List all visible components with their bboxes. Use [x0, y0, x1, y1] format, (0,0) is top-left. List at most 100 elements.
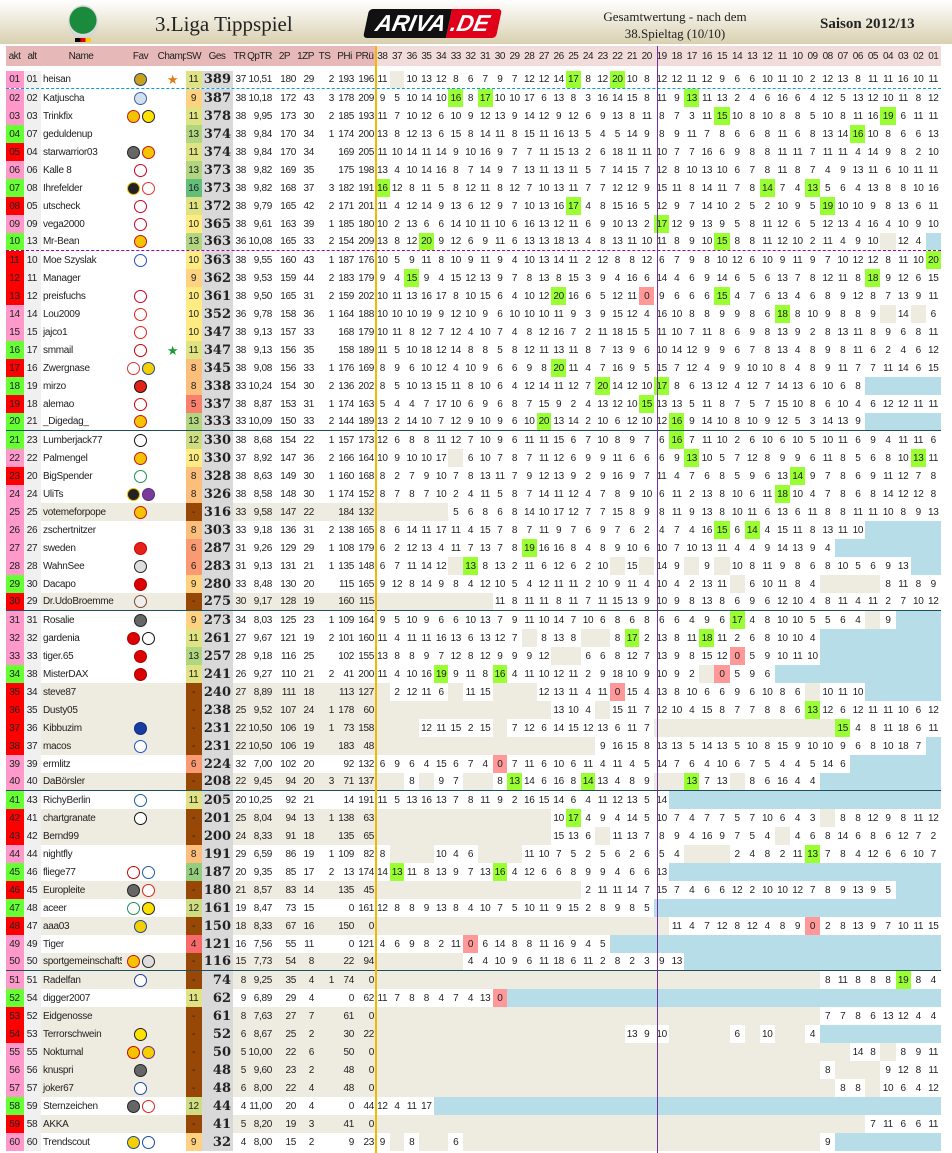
player-name[interactable]: Europleite [41, 881, 122, 899]
column-header-matchday-01[interactable]: 01 [925, 46, 941, 66]
player-name[interactable]: Katjuscha [43, 92, 85, 104]
column-header-matchday-35[interactable]: 35 [419, 46, 434, 66]
column-header-matchday-24[interactable]: 24 [580, 46, 596, 66]
column-header-2[interactable]: Name [41, 46, 122, 66]
player-name[interactable]: aceer [43, 902, 67, 914]
table-row[interactable]: 49 49 Tiger 4 121 16 7,56 55 11 0 121 4 6 9 8 2 11 0 6 14 8 8… [6, 935, 941, 953]
player-name[interactable]: Eidgenosse [41, 1007, 122, 1025]
table-row[interactable]: 56 56 knuspri -48 5 9,60 23 2 48 0 8 9 12 8 11 [6, 1061, 941, 1079]
table-row[interactable]: 10 13 Mr-Bean 13 363 36 10,08 165 33 2 154 209 13 8 12… [6, 233, 941, 251]
table-row[interactable]: 40 40 DaBörsler -208 22 9,45 94 20 3 71 137 8 9 7 8 13 1… [6, 773, 941, 791]
player-name[interactable]: _Digedag_ [43, 416, 89, 427]
player-name[interactable]: AKKA [41, 1115, 122, 1133]
player-name[interactable]: Palmengel [43, 452, 88, 464]
table-row[interactable]: 24 24 UliTs 8 326 38 8,58 148 30 1 174 152 8 7 8 7 10 2 4 1… [6, 485, 941, 503]
table-row[interactable]: 15 15 jajco1 10 347 38 9,13 157 33 168 179 10 11 8 12 7… [6, 323, 941, 341]
table-row[interactable]: 45 46 fliege77 14 187 20 9,35 85 17 2 13 174 14 13 11 8… [6, 863, 941, 881]
column-header-matchday-12[interactable]: 12 [759, 46, 775, 66]
column-header-5[interactable]: SW [186, 46, 202, 66]
table-row[interactable]: 08 05 utscheck 11 372 38 9,79 165 42 2 171 201 11 4 12… [6, 197, 941, 215]
player-name[interactable]: zschertnitzer [43, 524, 96, 536]
player-name[interactable]: RichyBerlin [43, 794, 91, 806]
table-row[interactable]: 13 12 preisfuchs 10 361 38 9,50 165 31 2 159 202 10 1… [6, 287, 941, 305]
table-row[interactable]: 03 03 Trinkfix 11 378 38 9,95 173 30 2 185 193 11 7 10… [6, 107, 941, 125]
player-name[interactable]: alemao [43, 398, 74, 410]
column-header-8[interactable]: QpTR [247, 46, 273, 66]
player-name[interactable]: geduldenup [43, 128, 93, 140]
table-row[interactable]: 44 44 nightfly 8 191 29 6,59 86 19 1 109 82 8 10 4 6 11 1… [6, 845, 941, 863]
table-row[interactable]: 59 58 AKKA -41 5 8,20 19 3 41 0 7 11 6 6 11 [6, 1115, 941, 1133]
player-name[interactable]: Dusty05 [41, 701, 122, 719]
column-header-matchday-38[interactable]: 38 [375, 46, 390, 66]
player-name[interactable]: Dacapo [43, 578, 76, 590]
column-header-10[interactable]: 1ZP [297, 46, 315, 66]
player-name[interactable]: Mr-Bean [43, 236, 80, 247]
column-header-matchday-30[interactable]: 30 [492, 46, 508, 66]
player-name[interactable]: BigSpender [43, 470, 93, 482]
player-name[interactable]: votemeforpope [41, 503, 122, 521]
player-name[interactable]: Moe Szyslak [43, 254, 97, 266]
column-header-matchday-22[interactable]: 22 [610, 46, 625, 66]
table-row[interactable]: 02 02 Katjuscha 9 387 38 10,18 172 43 3 178 209 9 5 10… [6, 89, 941, 107]
player-name[interactable]: heisan [43, 74, 71, 85]
player-name[interactable]: Radelfan [41, 971, 122, 989]
player-name[interactable]: gardenia [43, 632, 80, 644]
column-header-matchday-14[interactable]: 14 [729, 46, 745, 66]
table-row[interactable]: 54 53 Terrorschwein -52 6 8,67 25 2 30 22 13 9 10 6 10… [6, 1025, 941, 1043]
column-header-3[interactable]: Fav [122, 46, 160, 66]
column-header-matchday-21[interactable]: 21 [624, 46, 640, 66]
column-header-0[interactable]: akt [6, 46, 24, 66]
table-row[interactable]: 48 47 aaa03-150 18 8,33 67 16 150 0 11 4 7 12 8 12 4 8 9 0… [6, 917, 941, 935]
table-row[interactable]: 58 59 Sternzeichen 12 44 4 11,00 20 4 0 44 12 4 11 17 [6, 1097, 941, 1115]
player-name[interactable]: fliege77 [43, 866, 76, 878]
player-name[interactable]: joker67 [41, 1079, 122, 1097]
column-header-matchday-33[interactable]: 33 [448, 46, 464, 66]
column-header-matchday-13[interactable]: 13 [744, 46, 760, 66]
table-row[interactable]: 19 18 alemao 5 337 38 8,87 153 31 1 174 163 5 4 4 7 17 10… [6, 395, 941, 413]
player-name[interactable]: chartgranate [41, 809, 122, 827]
table-row[interactable]: 32 32 gardenia 11 261 27 9,67 121 19 2 101 160 11 4 11… [6, 629, 941, 647]
table-row[interactable]: 52 54 digger2007 11 62 9 6,89 29 4 0 62 11 7 8 8 4 7 4 13 0 [6, 989, 941, 1007]
column-header-matchday-07[interactable]: 07 [835, 46, 851, 66]
table-row[interactable]: 57 57 joker67-48 6 8,00 22 4 48 0 8 8 10 6 4 12 [6, 1079, 941, 1097]
table-row[interactable]: 27 27 sweden 6 287 31 9,26 129 29 1 108 179 6 2 12 13 4 1… [6, 539, 941, 557]
player-name[interactable]: WahnSee [43, 560, 85, 572]
player-name[interactable]: Lumberjack77 [43, 434, 103, 446]
player-name[interactable]: Rosalie [43, 614, 75, 626]
table-row[interactable]: 43 42 Bernd99-200 24 8,33 91 18 135 65 15 13 6 11 13 7… [6, 827, 941, 845]
table-row[interactable]: 25 25 votemeforpope -316 33 9,58 147 22 184 132 5 6… [6, 503, 941, 521]
table-row[interactable]: 16 17 smmail ★ 11 347 38 9,13 156 35 158 189 11 5 10 18… [6, 341, 941, 359]
player-name[interactable]: macos [41, 737, 122, 755]
column-header-matchday-15[interactable]: 15 [714, 46, 730, 66]
column-header-matchday-09[interactable]: 09 [805, 46, 821, 66]
player-name[interactable]: smmail [43, 344, 73, 356]
player-name[interactable]: Tiger [43, 938, 64, 950]
player-name[interactable]: Bernd99 [41, 827, 122, 845]
player-name[interactable]: Nokturnal [41, 1043, 122, 1061]
column-header-matchday-32[interactable]: 32 [463, 46, 478, 66]
player-name[interactable]: Lou2009 [43, 308, 80, 320]
column-header-matchday-03[interactable]: 03 [895, 46, 911, 66]
player-name[interactable]: UliTs [43, 488, 64, 500]
table-row[interactable]: 50 50 sportgemeinschaft53-116 15 7,73 54 8 22 94… [6, 953, 941, 971]
player-name[interactable]: Sternzeichen [43, 1100, 98, 1112]
table-row[interactable]: 22 22 Palmengel 10 330 37 8,92 147 36 2 166 164 10 9 1… [6, 449, 941, 467]
player-name[interactable]: vega2000 [43, 218, 85, 230]
table-row[interactable]: 41 43 RichyBerlin 11 205 20 10,25 92 21 14 191 11 5 1… [6, 791, 941, 809]
column-header-7[interactable]: TR [233, 46, 247, 66]
column-header-6[interactable]: Ges [202, 46, 233, 66]
player-name[interactable]: Kalle 8 [43, 164, 72, 176]
player-name[interactable]: aaa03 [41, 917, 122, 935]
player-name[interactable]: tiger.65 [43, 650, 74, 662]
column-header-matchday-18[interactable]: 18 [669, 46, 685, 66]
table-row[interactable]: 51 51 Radelfan -74 8 9,25 35 4 1 74 0 8 11 8 8 8 19 8 4 [6, 971, 941, 989]
player-name[interactable]: sportgemeinschaft53 [41, 953, 130, 970]
player-name[interactable]: Trendscout [43, 1136, 90, 1148]
player-name[interactable]: Kibbuzim [41, 719, 122, 737]
column-header-matchday-08[interactable]: 08 [820, 46, 836, 66]
column-header-matchday-28[interactable]: 28 [521, 46, 537, 66]
table-row[interactable]: 04 07 geduldenup 13 374 38 9,84 170 34 1 174 200 13 8… [6, 125, 941, 143]
column-header-matchday-11[interactable]: 11 [774, 46, 790, 66]
player-name[interactable]: knuspri [41, 1061, 122, 1079]
player-name[interactable]: Zwergnase [43, 362, 90, 374]
